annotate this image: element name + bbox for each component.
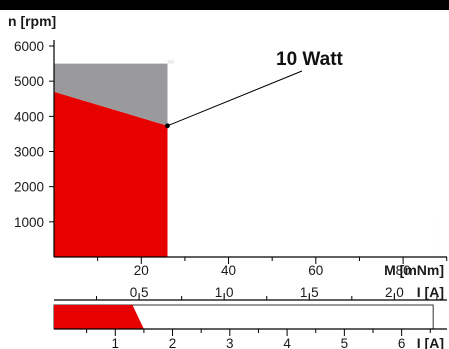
short-term-operation-region bbox=[54, 63, 168, 126]
labels-layer: 1000 2000 3000 4000 5000 6000 20 40 60 80 0,5 1,0 1,… bbox=[14, 39, 411, 349]
x-current1-tick-label-1: 1,0 bbox=[215, 285, 234, 300]
power-annotation-label: 10 Watt bbox=[276, 49, 344, 70]
x-current2-tick-label-6: 6 bbox=[398, 336, 406, 349]
x-current2-tick-label-1: 1 bbox=[112, 336, 120, 349]
title-banner bbox=[0, 0, 449, 10]
x-torque-tick-label-20: 20 bbox=[134, 263, 149, 278]
x-torque-tick-label-80: 80 bbox=[396, 263, 411, 278]
y-tick-label-3000: 3000 bbox=[14, 145, 44, 160]
x-axis-torque-title: M [mNm] bbox=[384, 262, 444, 278]
y-tick-label-6000: 6000 bbox=[14, 39, 44, 54]
y-tick-label-4000: 4000 bbox=[14, 109, 44, 124]
x-torque-tick-label-40: 40 bbox=[221, 263, 236, 278]
y-tick-label-1000: 1000 bbox=[14, 215, 44, 230]
x-current2-tick-label-5: 5 bbox=[341, 336, 349, 349]
y-axis-title: n [rpm] bbox=[8, 13, 56, 29]
x-current1-tick-label-3: 2,0 bbox=[385, 285, 404, 300]
white-operating-area bbox=[167, 63, 434, 258]
x-current2-tick-label-3: 3 bbox=[226, 336, 234, 349]
current-bar-continuous-region bbox=[54, 305, 144, 329]
x-current1-tick-label-2: 1,5 bbox=[300, 285, 319, 300]
continuous-operation-region bbox=[54, 91, 168, 257]
axes-layer bbox=[49, 40, 448, 336]
x-current2-tick-label-2: 2 bbox=[169, 336, 177, 349]
y-tick-label-5000: 5000 bbox=[14, 74, 44, 89]
annotation-leader-line bbox=[167, 70, 303, 127]
x-axis-current-1-title: I [A] bbox=[417, 284, 444, 300]
y-tick-label-2000: 2000 bbox=[14, 180, 44, 195]
x-current1-tick-label-0: 0,5 bbox=[130, 285, 149, 300]
x-torque-tick-label-60: 60 bbox=[308, 263, 323, 278]
x-axis-current-2-title: I [A] bbox=[417, 335, 444, 349]
annotation-point bbox=[165, 123, 170, 129]
regions-layer bbox=[53, 60, 434, 330]
x-current2-tick-label-4: 4 bbox=[283, 336, 291, 349]
